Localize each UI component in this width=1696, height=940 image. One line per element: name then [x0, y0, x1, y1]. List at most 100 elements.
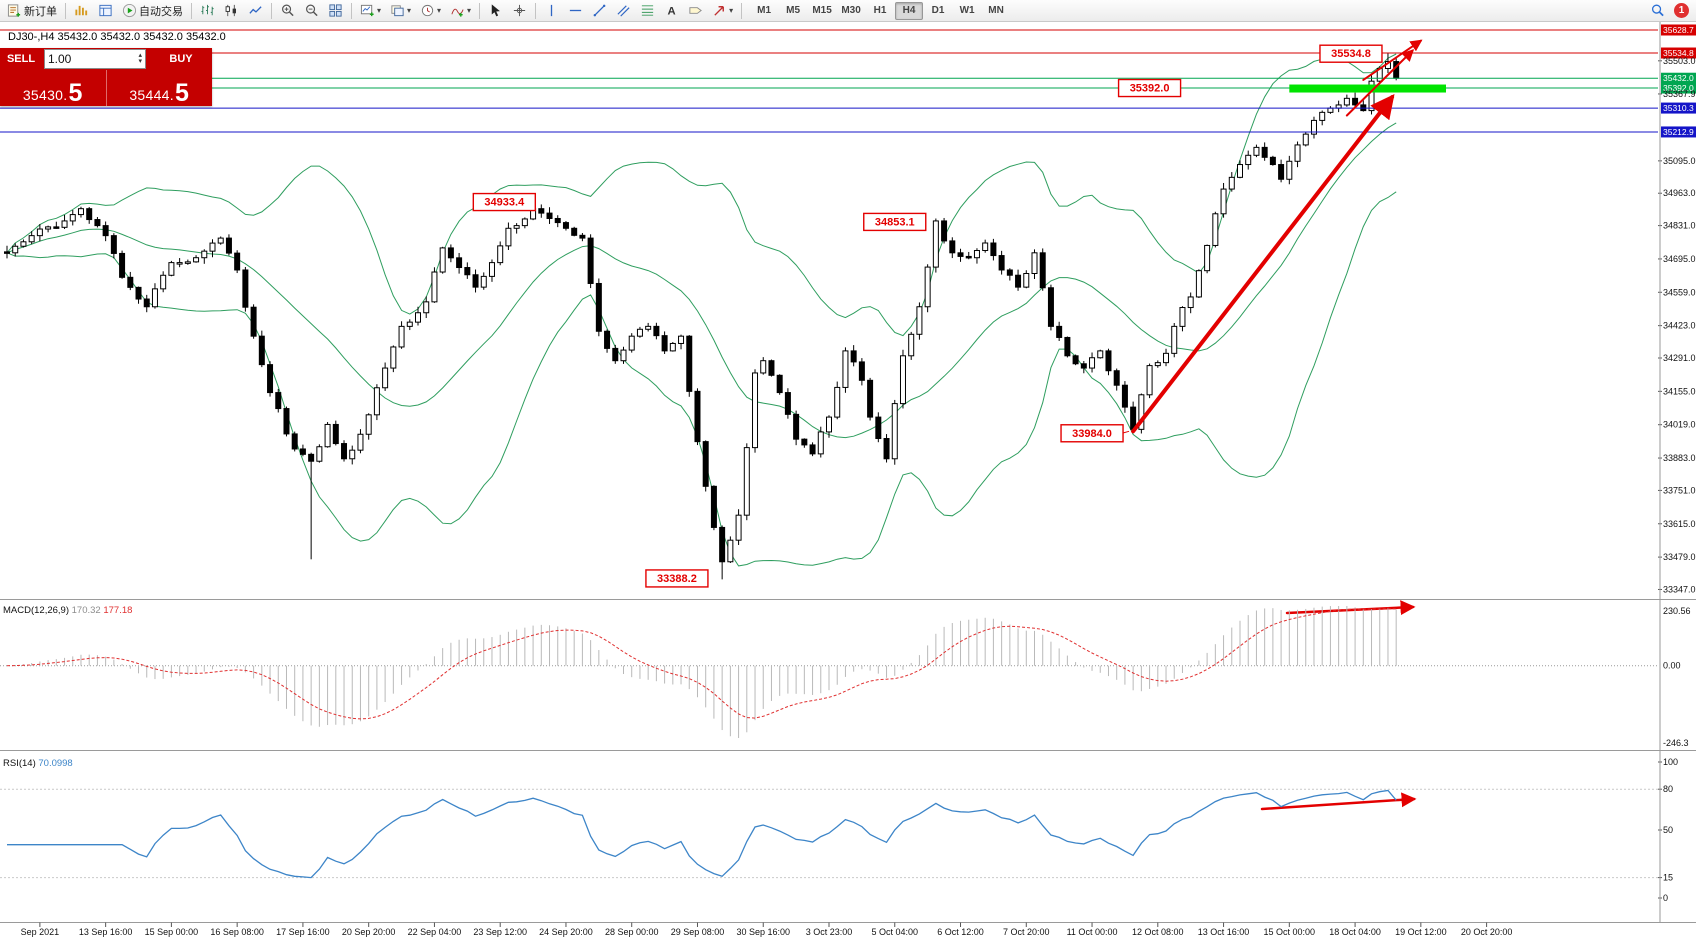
- svg-text:12 Oct 08:00: 12 Oct 08:00: [1132, 927, 1184, 937]
- toolbar-separator: [191, 2, 192, 19]
- svg-text:34019.0: 34019.0: [1663, 420, 1696, 430]
- sell-button[interactable]: SELL: [6, 53, 36, 65]
- svg-text:100: 100: [1663, 757, 1678, 767]
- line-chart-button[interactable]: [244, 1, 267, 20]
- horizontal-line-icon: [569, 9, 582, 12]
- fibonacci-icon: [641, 5, 654, 16]
- vertical-line-icon: [550, 4, 553, 17]
- one-click-trading-panel: SELL 1.00 ▴ ▾ BUY 35430. 5 35444. 5: [0, 48, 212, 106]
- main-toolbar: 新订单 自动交易: [0, 0, 1696, 22]
- chart-title: DJ30-,H4 35432.0 35432.0 35432.0 35432.0: [8, 31, 226, 43]
- auto-trading-label: 自动交易: [139, 5, 183, 18]
- profiles-button[interactable]: ▾: [386, 1, 415, 20]
- horizontal-line-button[interactable]: [564, 1, 587, 20]
- vertical-line-button[interactable]: [540, 1, 563, 20]
- svg-text:35392.0: 35392.0: [1130, 83, 1170, 95]
- search-button[interactable]: [1646, 1, 1669, 20]
- timeframe-m1[interactable]: M1: [750, 2, 778, 20]
- volume-spinner: ▴ ▾: [138, 52, 142, 65]
- svg-text:35212.9: 35212.9: [1663, 127, 1694, 137]
- new-order-label: 新订单: [24, 5, 57, 18]
- volume-up-button[interactable]: ▴: [138, 52, 142, 59]
- svg-text:24 Sep 20:00: 24 Sep 20:00: [539, 927, 593, 937]
- svg-text:35534.8: 35534.8: [1663, 48, 1694, 58]
- timeframe-m5[interactable]: M5: [779, 2, 807, 20]
- profiles-icon: [391, 5, 404, 17]
- timeframe-h1[interactable]: H1: [866, 2, 894, 20]
- timeframe-mn[interactable]: MN: [982, 2, 1010, 20]
- label-tool-button[interactable]: [684, 1, 707, 20]
- svg-text:35628.7: 35628.7: [1663, 25, 1694, 35]
- bar-chart-icon: [201, 4, 214, 16]
- market-watch-button[interactable]: [70, 1, 93, 20]
- svg-text:34291.0: 34291.0: [1663, 353, 1696, 363]
- toolbar-separator: [535, 2, 537, 19]
- buy-price-pips: 5: [174, 79, 190, 107]
- data-window-button[interactable]: [94, 1, 117, 20]
- market-watch-icon: [75, 5, 88, 16]
- cycles-button[interactable]: ▾: [416, 1, 445, 20]
- trendline-icon: [593, 4, 606, 17]
- new-order-button[interactable]: 新订单: [3, 1, 61, 20]
- svg-text:34423.0: 34423.0: [1663, 321, 1696, 331]
- timeframe-h4[interactable]: H4: [895, 1, 924, 20]
- volume-input[interactable]: 1.00 ▴ ▾: [44, 49, 146, 69]
- candlestick-chart-button[interactable]: [220, 1, 243, 20]
- rsi-panel: RSI(14) 70.0998 100 80 50 15 0: [0, 757, 1678, 903]
- svg-text:34559.0: 34559.0: [1663, 287, 1696, 297]
- svg-text:34831.0: 34831.0: [1663, 221, 1696, 231]
- svg-text:50: 50: [1663, 825, 1673, 835]
- svg-text:35095.0: 35095.0: [1663, 156, 1696, 166]
- horizontal-lines-layer: [0, 29, 1658, 133]
- line-chart-icon: [249, 6, 262, 14]
- buy-price[interactable]: 35444. 5: [105, 70, 213, 107]
- fibonacci-button[interactable]: [636, 1, 659, 20]
- svg-text:34853.1: 34853.1: [875, 216, 915, 228]
- svg-text:33347.0: 33347.0: [1663, 584, 1696, 594]
- svg-text:7 Oct 20:00: 7 Oct 20:00: [1003, 927, 1050, 937]
- cursor-button[interactable]: [484, 1, 507, 20]
- dropdown-caret: ▾: [377, 5, 382, 15]
- svg-text:35310.3: 35310.3: [1663, 103, 1694, 113]
- arrows-tool-button[interactable]: ▾: [708, 1, 737, 20]
- svg-text:15: 15: [1663, 873, 1673, 883]
- svg-text:33984.0: 33984.0: [1072, 428, 1112, 440]
- notification-badge[interactable]: 1: [1674, 3, 1689, 18]
- volume-value: 1.00: [48, 52, 72, 66]
- dropdown-caret: ▾: [407, 5, 412, 15]
- svg-text:80: 80: [1663, 784, 1673, 794]
- svg-text:29 Sep 08:00: 29 Sep 08:00: [671, 927, 725, 937]
- buy-button[interactable]: BUY: [169, 53, 193, 65]
- timeframe-m15[interactable]: M15: [808, 2, 836, 20]
- toolbar-separator: [271, 2, 272, 19]
- timeframe-m30[interactable]: M30: [837, 2, 865, 20]
- trendline-button[interactable]: [588, 1, 611, 20]
- search-icon: [1651, 4, 1664, 17]
- sell-price[interactable]: 35430. 5: [0, 70, 106, 106]
- tile-windows-button[interactable]: [324, 1, 347, 20]
- chart-area[interactable]: 34933.4 34853.1 33388.2 33984.0 35392.0 35534…: [0, 22, 1696, 940]
- text-tool-button[interactable]: A: [660, 1, 683, 20]
- svg-text:33388.2: 33388.2: [657, 573, 697, 585]
- crosshair-button[interactable]: [508, 1, 531, 20]
- bar-chart-button[interactable]: [196, 1, 219, 20]
- candlestick-layer: [4, 53, 1400, 580]
- svg-text:33883.0: 33883.0: [1663, 453, 1696, 463]
- price-chart[interactable]: 34933.4 34853.1 33388.2 33984.0 35392.0 35534…: [0, 22, 1696, 940]
- svg-text:33751.0: 33751.0: [1663, 485, 1696, 495]
- zoom-out-button[interactable]: [300, 1, 323, 20]
- new-chart-button[interactable]: ▾: [356, 1, 385, 20]
- indicators-button[interactable]: ▾: [446, 1, 475, 20]
- svg-text:33615.0: 33615.0: [1663, 519, 1696, 529]
- timeframe-d1[interactable]: D1: [924, 2, 952, 20]
- channel-button[interactable]: [612, 1, 635, 20]
- svg-text:13 Sep 16:00: 13 Sep 16:00: [79, 927, 133, 937]
- timeframe-w1[interactable]: W1: [953, 2, 981, 20]
- volume-down-button[interactable]: ▾: [138, 58, 142, 65]
- sell-price-main: 35430.: [22, 87, 68, 103]
- svg-text:13 Oct 16:00: 13 Oct 16:00: [1198, 927, 1250, 937]
- svg-text:5 Oct 04:00: 5 Oct 04:00: [871, 927, 918, 937]
- auto-trading-button[interactable]: 自动交易: [118, 1, 187, 20]
- zoom-in-button[interactable]: [276, 1, 299, 20]
